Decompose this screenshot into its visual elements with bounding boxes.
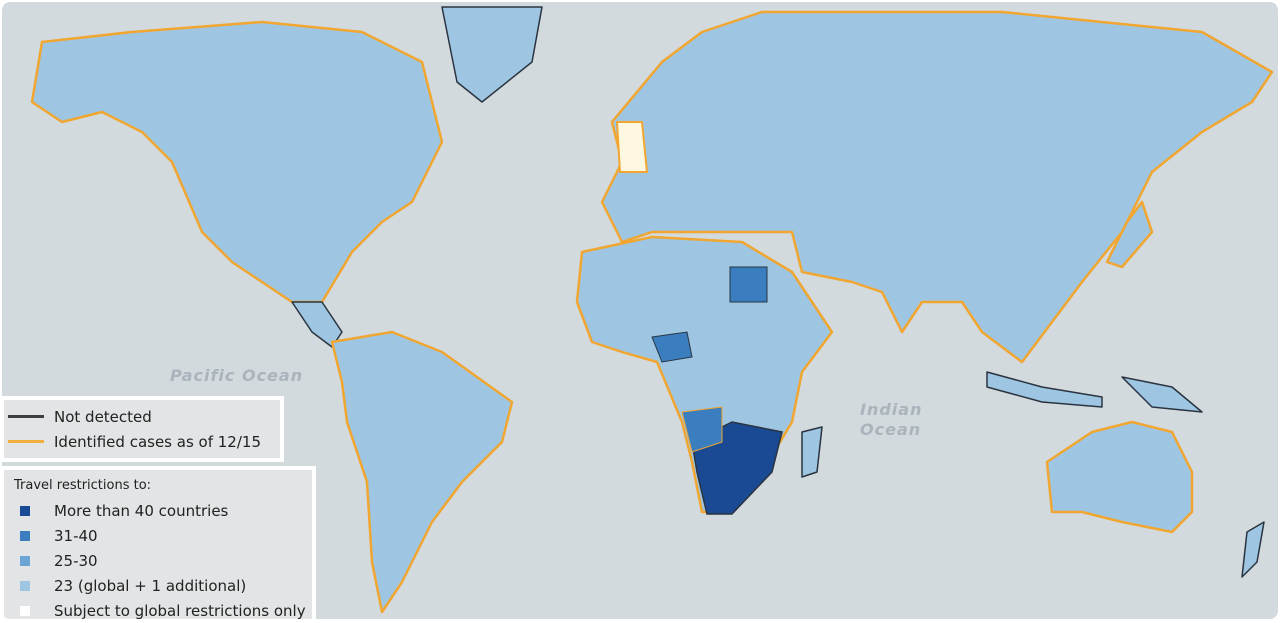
australia: [1045, 420, 1194, 534]
egypt-31-40: [729, 266, 768, 303]
japan: [1105, 200, 1154, 269]
orange-line-swatch: [8, 440, 44, 443]
legend-item-not-detected: Not detected: [4, 404, 280, 429]
legend-label: Identified cases as of 12/15: [54, 432, 261, 451]
new-guinea: [1121, 376, 1203, 413]
swatch: [20, 580, 30, 591]
restrictions-legend: Travel restrictions to: More than 40 cou…: [2, 466, 316, 619]
new-zealand: [1241, 521, 1265, 578]
legend-item: 31-40: [4, 523, 312, 548]
legend-item: 25-30: [4, 548, 312, 573]
indonesia: [986, 371, 1103, 408]
legend-title: Travel restrictions to:: [14, 478, 152, 493]
angola-31-40: [681, 406, 723, 453]
swatch: [20, 530, 30, 541]
legend-item: Subject to global restrictions only: [4, 598, 312, 619]
central-america: [291, 301, 343, 348]
legend-label: 23 (global + 1 additional): [54, 576, 247, 595]
legend-label: More than 40 countries: [54, 501, 229, 520]
legend-label: 31-40: [54, 526, 98, 545]
north-america: [30, 20, 444, 304]
greenland: [441, 6, 543, 103]
swatch: [20, 555, 30, 566]
line-legend: Not detected Identified cases as of 12/1…: [2, 396, 284, 462]
dark-line-swatch: [8, 415, 44, 418]
legend-label: Not detected: [54, 407, 152, 426]
pacific-ocean-label: Pacific Ocean: [170, 366, 304, 385]
swatch: [20, 505, 30, 516]
legend-item: 23 (global + 1 additional): [4, 573, 312, 598]
madagascar: [801, 426, 823, 478]
swatch: [20, 605, 30, 616]
legend-label: 25-30: [54, 551, 98, 570]
eurasia: [600, 10, 1274, 364]
indian-ocean-label: Indian Ocean: [860, 400, 923, 439]
nigeria-31-40: [651, 331, 693, 363]
south-america: [330, 330, 514, 614]
uk-global-only: [615, 121, 649, 173]
legend-item-identified: Identified cases as of 12/15: [4, 429, 280, 454]
legend-label: Subject to global restrictions only: [54, 601, 306, 620]
legend-item: More than 40 countries: [4, 498, 312, 523]
